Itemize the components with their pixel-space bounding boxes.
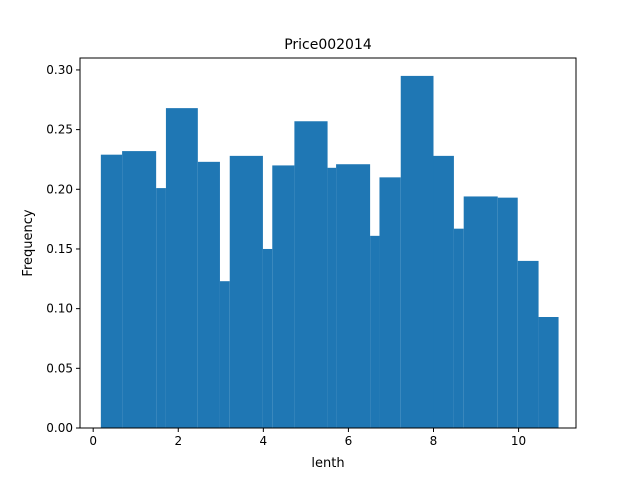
- histogram-bar-20: [538, 317, 559, 428]
- x-tick-label: 10: [511, 434, 526, 448]
- histogram-bar-0: [100, 154, 123, 428]
- histogram-bar-16: [453, 228, 464, 428]
- histogram-bar-13: [379, 177, 401, 428]
- x-tick-label: 6: [345, 434, 353, 448]
- y-tick-label: 0.15: [46, 242, 73, 256]
- y-tick-label: 0.25: [46, 123, 73, 137]
- histogram-bar-7: [262, 248, 273, 428]
- y-axis-ticks: 0.00 0.05 0.10 0.15 0.20 0.25 0.30: [46, 63, 80, 435]
- x-tick-label: 0: [89, 434, 97, 448]
- x-axis-ticks: 0 2 4 6 8 10: [89, 428, 526, 448]
- histogram-bar-1: [122, 151, 157, 428]
- histogram-bar-6: [229, 155, 263, 428]
- histogram-bar-8: [272, 165, 295, 428]
- histogram-bar-14: [400, 75, 434, 428]
- bars-group: [100, 75, 559, 429]
- histogram-bar-4: [197, 161, 220, 428]
- histogram-bar-9: [294, 121, 328, 429]
- x-axis-label: lenth: [311, 456, 344, 471]
- histogram-bar-15: [433, 155, 454, 428]
- y-tick-label: 0.30: [46, 63, 73, 77]
- histogram-bar-12: [370, 235, 380, 428]
- x-tick-label: 4: [260, 434, 268, 448]
- histogram-bar-19: [517, 260, 539, 428]
- histogram-bar-10: [327, 167, 337, 428]
- axes-frame: [79, 57, 577, 429]
- chart-title: Price002014: [284, 37, 372, 53]
- histogram-bar-18: [497, 197, 518, 428]
- y-tick-label: 0.05: [46, 361, 73, 375]
- x-tick-label: 2: [174, 434, 182, 448]
- histogram-bar-3: [165, 108, 198, 429]
- histogram-bar-2: [156, 188, 166, 428]
- y-tick-label: 0.10: [46, 302, 73, 316]
- y-axis-label: Frequency: [21, 209, 36, 276]
- y-tick-label: 0.00: [46, 421, 73, 435]
- x-tick-label: 8: [430, 434, 438, 448]
- histogram-bar-17: [463, 196, 498, 428]
- y-tick-label: 0.20: [46, 182, 73, 196]
- histogram-bar-11: [336, 164, 371, 428]
- histogram-bar-5: [219, 281, 230, 428]
